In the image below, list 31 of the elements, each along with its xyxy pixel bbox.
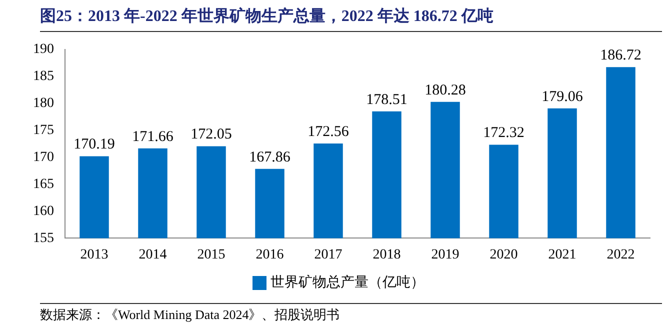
data-label: 172.32 [483, 125, 524, 142]
x-tick-label: 2018 [372, 247, 401, 262]
y-tick-label: 185 [33, 69, 54, 84]
data-label: 172.05 [190, 126, 232, 143]
x-tick-label: 2022 [606, 247, 635, 262]
x-tick-label: 2013 [80, 247, 108, 262]
x-tick-label: 2016 [256, 247, 284, 262]
x-tick-label: 2017 [314, 247, 342, 262]
data-label: 170.19 [74, 136, 115, 153]
x-tick-label: 2020 [490, 247, 518, 262]
legend-label: 世界矿物总产量（亿吨） [270, 274, 424, 291]
y-tick-label: 190 [33, 42, 54, 58]
y-tick-label: 165 [33, 176, 54, 192]
x-tick-label: 2021 [548, 247, 576, 262]
x-tick-label: 2019 [431, 247, 460, 262]
data-label: 179.06 [542, 88, 584, 105]
data-label: 178.51 [366, 92, 408, 108]
data-label: 186.72 [600, 48, 642, 64]
chart-title: 图25：2013 年-2022 年世界矿物生产总量，2022 年达 186.72 亿吨 [40, 6, 494, 27]
y-tick-label: 160 [33, 204, 54, 219]
data-label: 180.28 [424, 82, 466, 98]
x-tick-label: 2015 [197, 247, 226, 262]
data-label: 172.56 [308, 124, 350, 140]
y-tick-label: 155 [33, 230, 54, 246]
data-label: 171.66 [132, 128, 174, 145]
y-tick-label: 180 [33, 96, 54, 112]
y-tick-label: 175 [33, 122, 54, 138]
y-tick-label: 170 [33, 150, 54, 165]
x-tick-label: 2014 [138, 247, 167, 262]
source-note: 数据来源：《World Mining Data 2024》、招股说明书 [40, 306, 340, 324]
data-label: 167.86 [249, 149, 291, 166]
